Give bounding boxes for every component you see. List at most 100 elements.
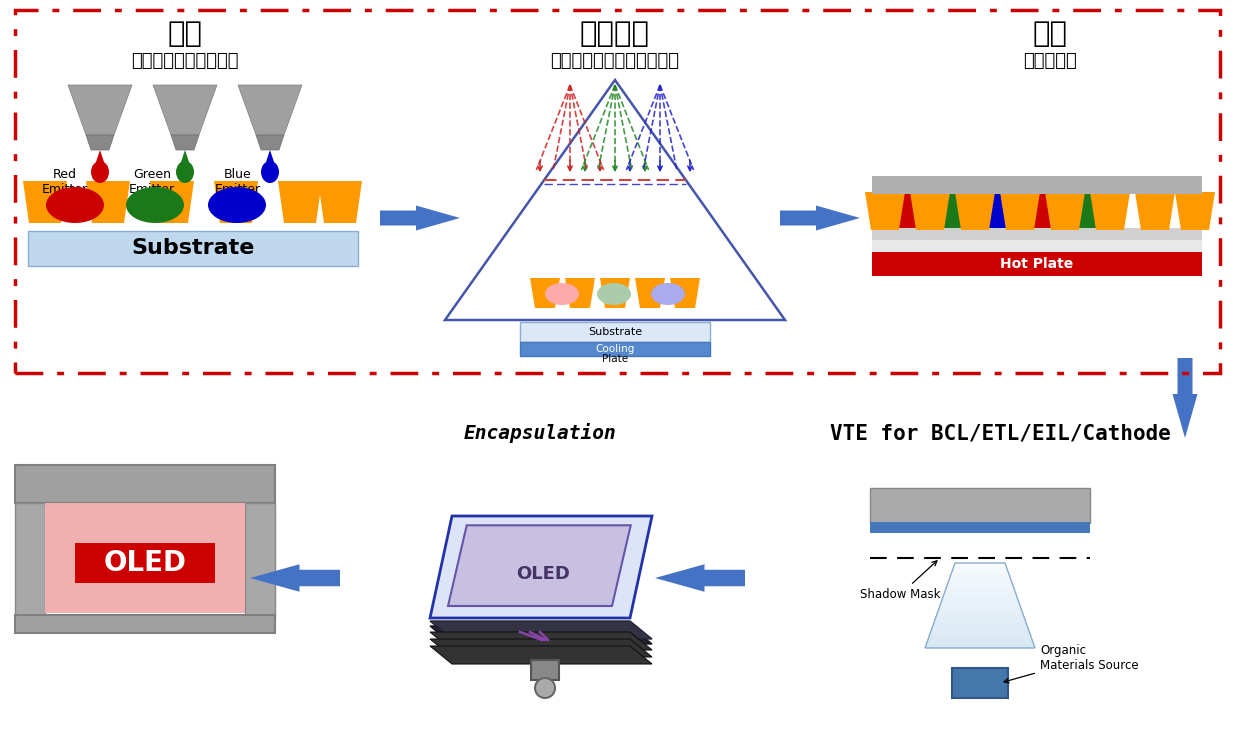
Polygon shape — [430, 626, 652, 644]
Ellipse shape — [46, 187, 104, 223]
Polygon shape — [670, 278, 699, 308]
Polygon shape — [865, 192, 905, 230]
Bar — [531, 660, 560, 680]
Ellipse shape — [126, 187, 184, 223]
Circle shape — [535, 678, 555, 698]
Polygon shape — [266, 150, 274, 162]
Polygon shape — [181, 150, 189, 162]
Ellipse shape — [597, 283, 631, 305]
Polygon shape — [430, 621, 652, 639]
Bar — [953, 565, 1006, 568]
Polygon shape — [154, 85, 217, 135]
Bar — [872, 228, 1202, 240]
Bar — [935, 619, 1025, 622]
Text: Substrate Holder: Substrate Holder — [924, 499, 1036, 512]
Polygon shape — [635, 278, 665, 308]
Text: 烘干: 烘干 — [1032, 20, 1067, 48]
Polygon shape — [1172, 358, 1197, 438]
Bar — [932, 625, 1028, 628]
Text: VTE for BCL/ETL/EIL/Cathode: VTE for BCL/ETL/EIL/Cathode — [829, 423, 1170, 443]
Polygon shape — [171, 135, 199, 150]
Text: （高精度、高均匀性）: （高精度、高均匀性） — [131, 52, 239, 70]
Bar — [15, 503, 45, 618]
Bar — [947, 586, 1014, 589]
Bar — [926, 643, 1034, 646]
Polygon shape — [1000, 192, 1040, 230]
Polygon shape — [24, 181, 67, 223]
Bar — [978, 192, 1016, 230]
Bar — [870, 488, 1089, 523]
Polygon shape — [430, 516, 652, 618]
Bar — [940, 605, 1020, 608]
Polygon shape — [530, 278, 560, 308]
Bar — [245, 503, 275, 618]
Bar — [931, 631, 1030, 634]
Bar — [933, 192, 971, 230]
Bar — [28, 231, 358, 266]
Polygon shape — [1045, 192, 1084, 230]
Bar — [938, 608, 1021, 611]
Polygon shape — [279, 181, 322, 223]
Polygon shape — [1089, 192, 1130, 230]
Text: Hot Plate: Hot Plate — [1000, 257, 1073, 271]
Polygon shape — [238, 85, 302, 135]
Polygon shape — [318, 181, 361, 223]
Polygon shape — [250, 564, 340, 592]
Bar — [872, 176, 1202, 194]
Bar — [936, 614, 1024, 617]
Text: Cooling: Cooling — [595, 344, 635, 354]
Polygon shape — [1175, 192, 1214, 230]
Text: Blue
Emitter: Blue Emitter — [215, 168, 261, 196]
Polygon shape — [954, 192, 995, 230]
Text: 打印: 打印 — [167, 20, 203, 48]
Text: Plate: Plate — [602, 354, 628, 364]
Bar — [941, 603, 1020, 605]
Ellipse shape — [651, 283, 685, 305]
Bar — [937, 611, 1023, 614]
Bar — [954, 563, 1005, 565]
Bar — [928, 637, 1031, 640]
Polygon shape — [68, 85, 132, 135]
Polygon shape — [655, 564, 745, 592]
Polygon shape — [256, 135, 284, 150]
Polygon shape — [430, 632, 652, 650]
Bar — [931, 628, 1029, 631]
Bar — [15, 615, 275, 633]
Bar — [930, 634, 1030, 637]
Bar — [942, 600, 1019, 603]
Bar — [76, 543, 215, 583]
Bar — [945, 592, 1015, 594]
Text: Red
Emitter: Red Emitter — [42, 168, 88, 196]
Polygon shape — [85, 181, 130, 223]
Text: OLED: OLED — [516, 565, 569, 583]
Ellipse shape — [208, 187, 266, 223]
Bar — [933, 622, 1026, 625]
Bar — [45, 503, 245, 613]
Bar — [936, 617, 1025, 619]
Text: （客制化制程、气流均匀）: （客制化制程、气流均匀） — [551, 52, 680, 70]
Bar — [942, 597, 1018, 600]
Bar — [1023, 192, 1061, 230]
Polygon shape — [85, 135, 114, 150]
Bar — [926, 646, 1035, 648]
Polygon shape — [430, 646, 652, 664]
Ellipse shape — [92, 161, 109, 183]
Bar — [870, 522, 1089, 533]
Polygon shape — [430, 639, 652, 657]
Polygon shape — [600, 278, 630, 308]
Text: Shadow Mask: Shadow Mask — [860, 561, 941, 601]
Polygon shape — [380, 206, 461, 230]
Bar — [872, 252, 1202, 276]
Bar — [952, 668, 1008, 698]
Bar — [946, 589, 1014, 592]
Text: 真空干燥: 真空干燥 — [579, 20, 650, 48]
Bar — [520, 322, 711, 342]
Text: Encapsulation: Encapsulation — [463, 423, 617, 443]
Ellipse shape — [176, 161, 194, 183]
Polygon shape — [780, 206, 860, 230]
Bar — [520, 342, 711, 356]
Polygon shape — [565, 278, 595, 308]
Bar — [888, 192, 926, 230]
Text: OLED: OLED — [104, 549, 187, 577]
Bar — [952, 568, 1008, 571]
